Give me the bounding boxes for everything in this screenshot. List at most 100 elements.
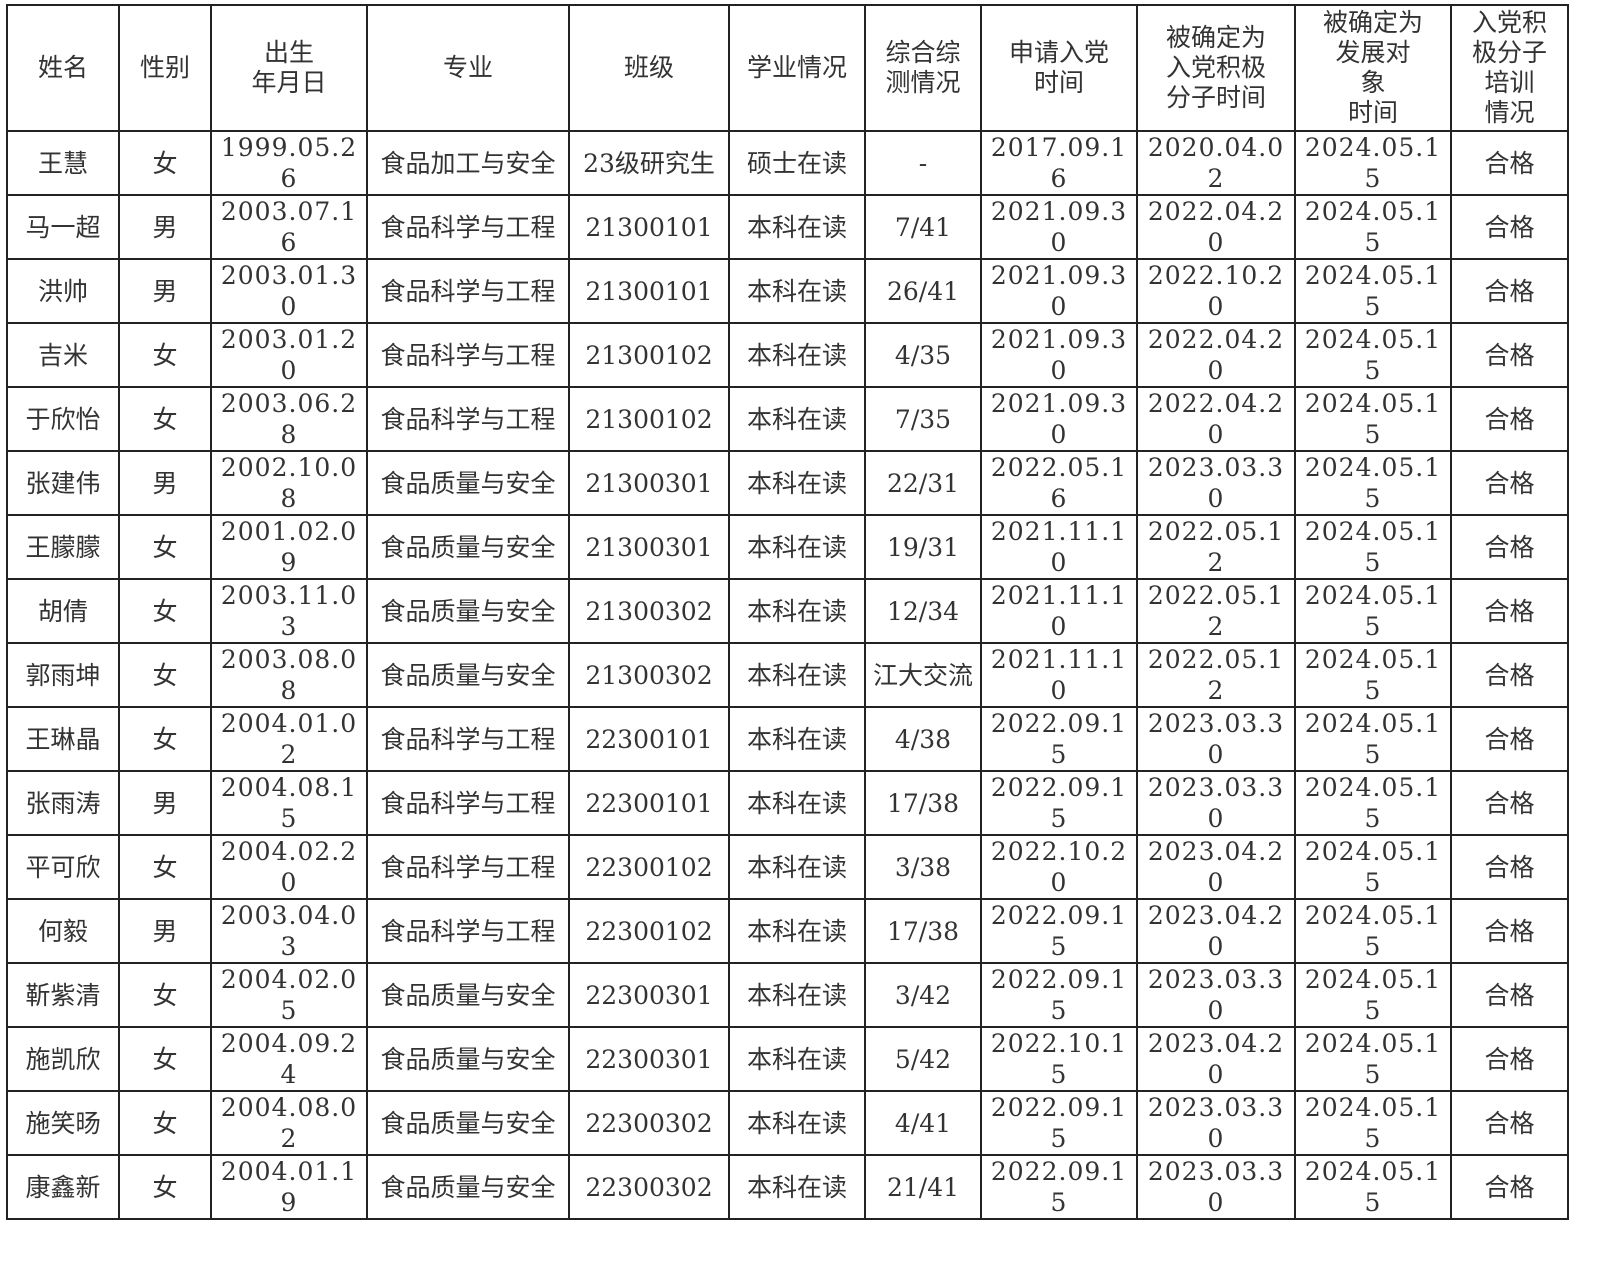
cell-candidate-date: 2024.05.15 [1294,706,1452,772]
cell-class: 22300102 [568,834,730,900]
cell-gender: 女 [118,1154,212,1220]
cell-study-status: 本科在读 [728,514,866,580]
table-row: 于欣怡女 2003.06.28 食品科学与工程 21300102 本科在读 7/35 202… [6,386,1569,452]
cell-application-date: 2022.05.16 [980,450,1138,516]
cell-name: 王琳晶 [6,706,120,772]
cell-birth-date: 2003.04.03 [210,898,368,964]
cell-birth-date: 2003.01.30 [210,258,368,324]
cell-study-status: 本科在读 [728,386,866,452]
cell-study-status: 本科在读 [728,834,866,900]
cell-activist-date: 2022.10.20 [1136,258,1296,324]
cell-activist-date: 2022.05.12 [1136,578,1296,644]
table-row: 施笑旸女 2004.08.02 食品质量与安全 22300302 本科在读 4/41 202… [6,1090,1569,1156]
cell-activist-date: 2023.04.20 [1136,834,1296,900]
cell-application-date: 2021.09.30 [980,194,1138,260]
cell-application-date: 2022.09.15 [980,962,1138,1028]
cell-candidate-date: 2024.05.15 [1294,322,1452,388]
cell-major: 食品科学与工程 [366,770,570,836]
party-member-table: 姓名 性别 出生 年月日 专业 班级 学业情况 综合综 测情况 申请入党 时间 被确定为 入党积… [6,4,1569,1220]
header-birth-date: 出生 年月日 [210,4,368,132]
cell-major: 食品质量与安全 [366,962,570,1028]
cell-study-status: 本科在读 [728,322,866,388]
header-application-date: 申请入党 时间 [980,4,1138,132]
cell-activist-date: 2023.03.30 [1136,706,1296,772]
cell-training-status: 合格 [1450,386,1569,452]
cell-gender: 女 [118,514,212,580]
cell-evaluation: 26/41 [864,258,982,324]
cell-candidate-date: 2024.05.15 [1294,386,1452,452]
cell-class: 21300102 [568,386,730,452]
cell-major: 食品质量与安全 [366,450,570,516]
header-class: 班级 [568,4,730,132]
cell-activist-date: 2022.04.20 [1136,194,1296,260]
cell-candidate-date: 2024.05.15 [1294,642,1452,708]
cell-class: 21300302 [568,642,730,708]
cell-application-date: 2022.10.20 [980,834,1138,900]
cell-name: 王朦朦 [6,514,120,580]
cell-class: 21300301 [568,450,730,516]
cell-class: 21300101 [568,194,730,260]
cell-study-status: 本科在读 [728,706,866,772]
cell-activist-date: 2023.03.30 [1136,770,1296,836]
cell-birth-date: 2003.01.20 [210,322,368,388]
cell-birth-date: 2003.07.16 [210,194,368,260]
cell-study-status: 本科在读 [728,1090,866,1156]
cell-application-date: 2022.09.15 [980,770,1138,836]
header-gender: 性别 [118,4,212,132]
cell-name: 康鑫新 [6,1154,120,1220]
cell-class: 22300301 [568,1026,730,1092]
cell-gender: 男 [118,258,212,324]
cell-major: 食品加工与安全 [366,130,570,196]
table-row: 吉米女 2003.01.20 食品科学与工程 21300102 本科在读 4/35 2021… [6,322,1569,388]
cell-activist-date: 2023.04.20 [1136,1026,1296,1092]
cell-application-date: 2021.09.30 [980,322,1138,388]
cell-class: 23级研究生 [568,130,730,196]
header-evaluation: 综合综 测情况 [864,4,982,132]
cell-evaluation: 4/41 [864,1090,982,1156]
table-row: 施凯欣女 2004.09.24 食品质量与安全 22300301 本科在读 5/42 202… [6,1026,1569,1092]
cell-gender: 女 [118,834,212,900]
cell-training-status: 合格 [1450,450,1569,516]
cell-gender: 男 [118,898,212,964]
cell-birth-date: 2004.02.20 [210,834,368,900]
cell-birth-date: 2001.02.09 [210,514,368,580]
cell-study-status: 本科在读 [728,1154,866,1220]
cell-application-date: 2021.11.10 [980,642,1138,708]
cell-name: 张雨涛 [6,770,120,836]
cell-study-status: 本科在读 [728,194,866,260]
cell-evaluation: 19/31 [864,514,982,580]
cell-gender: 男 [118,450,212,516]
cell-name: 吉米 [6,322,120,388]
cell-major: 食品质量与安全 [366,1090,570,1156]
cell-training-status: 合格 [1450,706,1569,772]
cell-gender: 女 [118,322,212,388]
header-major: 专业 [366,4,570,132]
table-row: 洪帅男 2003.01.30 食品科学与工程 21300101 本科在读 26/41 202… [6,258,1569,324]
cell-training-status: 合格 [1450,1090,1569,1156]
cell-study-status: 本科在读 [728,642,866,708]
header-activist-date: 被确定为 入党积极 分子时间 [1136,4,1296,132]
cell-evaluation: 17/38 [864,898,982,964]
cell-evaluation: 江大交流 [864,642,982,708]
cell-activist-date: 2023.03.30 [1136,1090,1296,1156]
cell-candidate-date: 2024.05.15 [1294,770,1452,836]
cell-gender: 女 [118,1026,212,1092]
cell-name: 施笑旸 [6,1090,120,1156]
cell-evaluation: 3/38 [864,834,982,900]
cell-evaluation: - [864,130,982,196]
cell-class: 22300302 [568,1154,730,1220]
cell-application-date: 2021.09.30 [980,258,1138,324]
cell-class: 22300101 [568,770,730,836]
cell-class: 21300302 [568,578,730,644]
cell-training-status: 合格 [1450,1026,1569,1092]
cell-candidate-date: 2024.05.15 [1294,962,1452,1028]
cell-major: 食品科学与工程 [366,834,570,900]
table-row: 郭雨坤女 2003.08.08 食品质量与安全 21300302 本科在读 江大交流 202… [6,642,1569,708]
header-study-status: 学业情况 [728,4,866,132]
cell-birth-date: 2003.11.03 [210,578,368,644]
table-row: 康鑫新女 2004.01.19 食品质量与安全 22300302 本科在读 21/41 20… [6,1154,1569,1220]
table-row: 胡倩女 2003.11.03 食品质量与安全 21300302 本科在读 12/34 202… [6,578,1569,644]
cell-birth-date: 2003.06.28 [210,386,368,452]
cell-activist-date: 2020.04.02 [1136,130,1296,196]
cell-major: 食品科学与工程 [366,194,570,260]
